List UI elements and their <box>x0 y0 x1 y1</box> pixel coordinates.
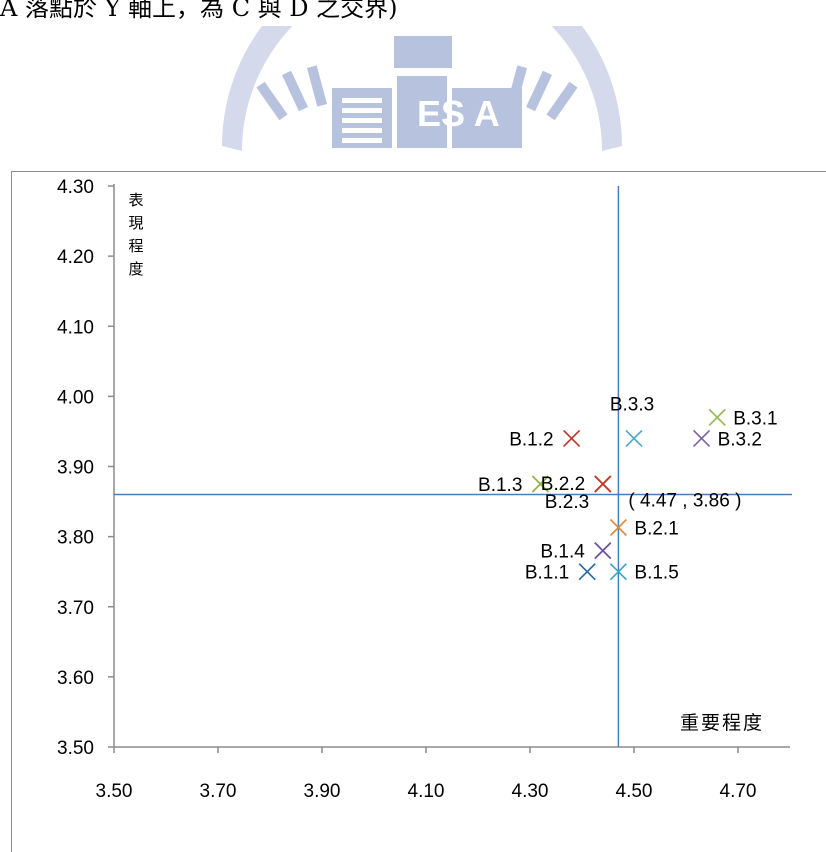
point-label: B.3.2 <box>718 429 762 450</box>
point-label: B.3.3 <box>610 394 654 415</box>
y-tick-label: 4.20 <box>57 247 94 268</box>
y-tick-label: 3.50 <box>57 738 94 759</box>
point-marker-stroke <box>594 475 612 493</box>
scatter-point-B-2-1 <box>609 518 628 537</box>
point-label: B.1.4 <box>540 542 585 563</box>
point-marker-stroke <box>692 429 711 448</box>
scatter-point-B-3-3 <box>625 429 643 448</box>
point-label: B.2.2 <box>541 474 585 495</box>
university-watermark: ES A <box>222 26 622 151</box>
x-tick-label: 4.70 <box>720 781 757 802</box>
caption-fragment: A 落點於 Y 軸上，為 C 與 D 之交界) <box>0 0 398 22</box>
y-axis-label-char: 現 <box>128 214 143 232</box>
point-marker-stroke <box>708 408 726 427</box>
point-label: B.1.2 <box>509 429 553 450</box>
point-label: B.1.5 <box>634 563 678 584</box>
scatter-point-B-1-3 <box>531 475 550 493</box>
scatter-point-B-1-2 <box>562 429 581 448</box>
scatter-point-B-3-2 <box>692 429 711 448</box>
y-tick-label: 3.90 <box>57 458 94 479</box>
x-tick-label: 4.30 <box>512 781 549 802</box>
point-marker-stroke <box>578 563 596 581</box>
point-marker-stroke <box>531 475 550 493</box>
y-tick-label: 3.80 <box>57 528 94 549</box>
scatter-point-B-1-5 <box>609 563 628 581</box>
x-tick-label: 3.70 <box>200 781 237 802</box>
watermark-text: ES A <box>417 93 500 134</box>
scatter-chart: 3.50 3.60 3.70 3.80 3.90 4.00 4.10 4.20 4.30 3.50… <box>57 177 792 802</box>
x-tick-label: 3.90 <box>304 781 341 802</box>
scatter-point-B-2-3 <box>594 475 612 493</box>
x-tick-label: 4.50 <box>616 781 653 802</box>
y-axis-label-char: 表 <box>128 191 143 209</box>
scatter-point-B-3-1 <box>708 408 726 427</box>
point-marker-stroke <box>625 429 643 448</box>
chart-frame <box>11 171 826 852</box>
y-tick-label: 3.70 <box>57 598 94 619</box>
y-axis-label-char: 程 <box>128 237 143 255</box>
x-tick-label: 4.10 <box>408 781 445 802</box>
y-axis-label-char: 度 <box>128 260 143 278</box>
point-label: B.2.1 <box>634 519 678 540</box>
point-marker-stroke <box>609 563 628 581</box>
x-tick-label: 3.50 <box>96 781 133 802</box>
point-label: B.1.3 <box>478 475 522 496</box>
point-marker-stroke <box>594 542 612 560</box>
y-tick-label: 4.30 <box>57 177 94 198</box>
y-tick-label: 3.60 <box>57 668 94 689</box>
y-tick-label: 4.00 <box>57 387 94 408</box>
point-label: B.3.1 <box>733 408 777 429</box>
scatter-point-B-1-1 <box>578 563 596 581</box>
point-marker-stroke <box>609 518 628 537</box>
scatter-point-B-1-4 <box>594 542 612 560</box>
point-label: B.2.3 <box>545 492 589 513</box>
x-axis-label: 重要程度 <box>680 712 764 734</box>
y-tick-label: 4.10 <box>57 317 94 338</box>
point-marker-stroke <box>562 429 581 448</box>
crosshair-label: ( 4.47 , 3.86 ) <box>628 491 741 512</box>
point-label: B.1.1 <box>525 563 569 584</box>
